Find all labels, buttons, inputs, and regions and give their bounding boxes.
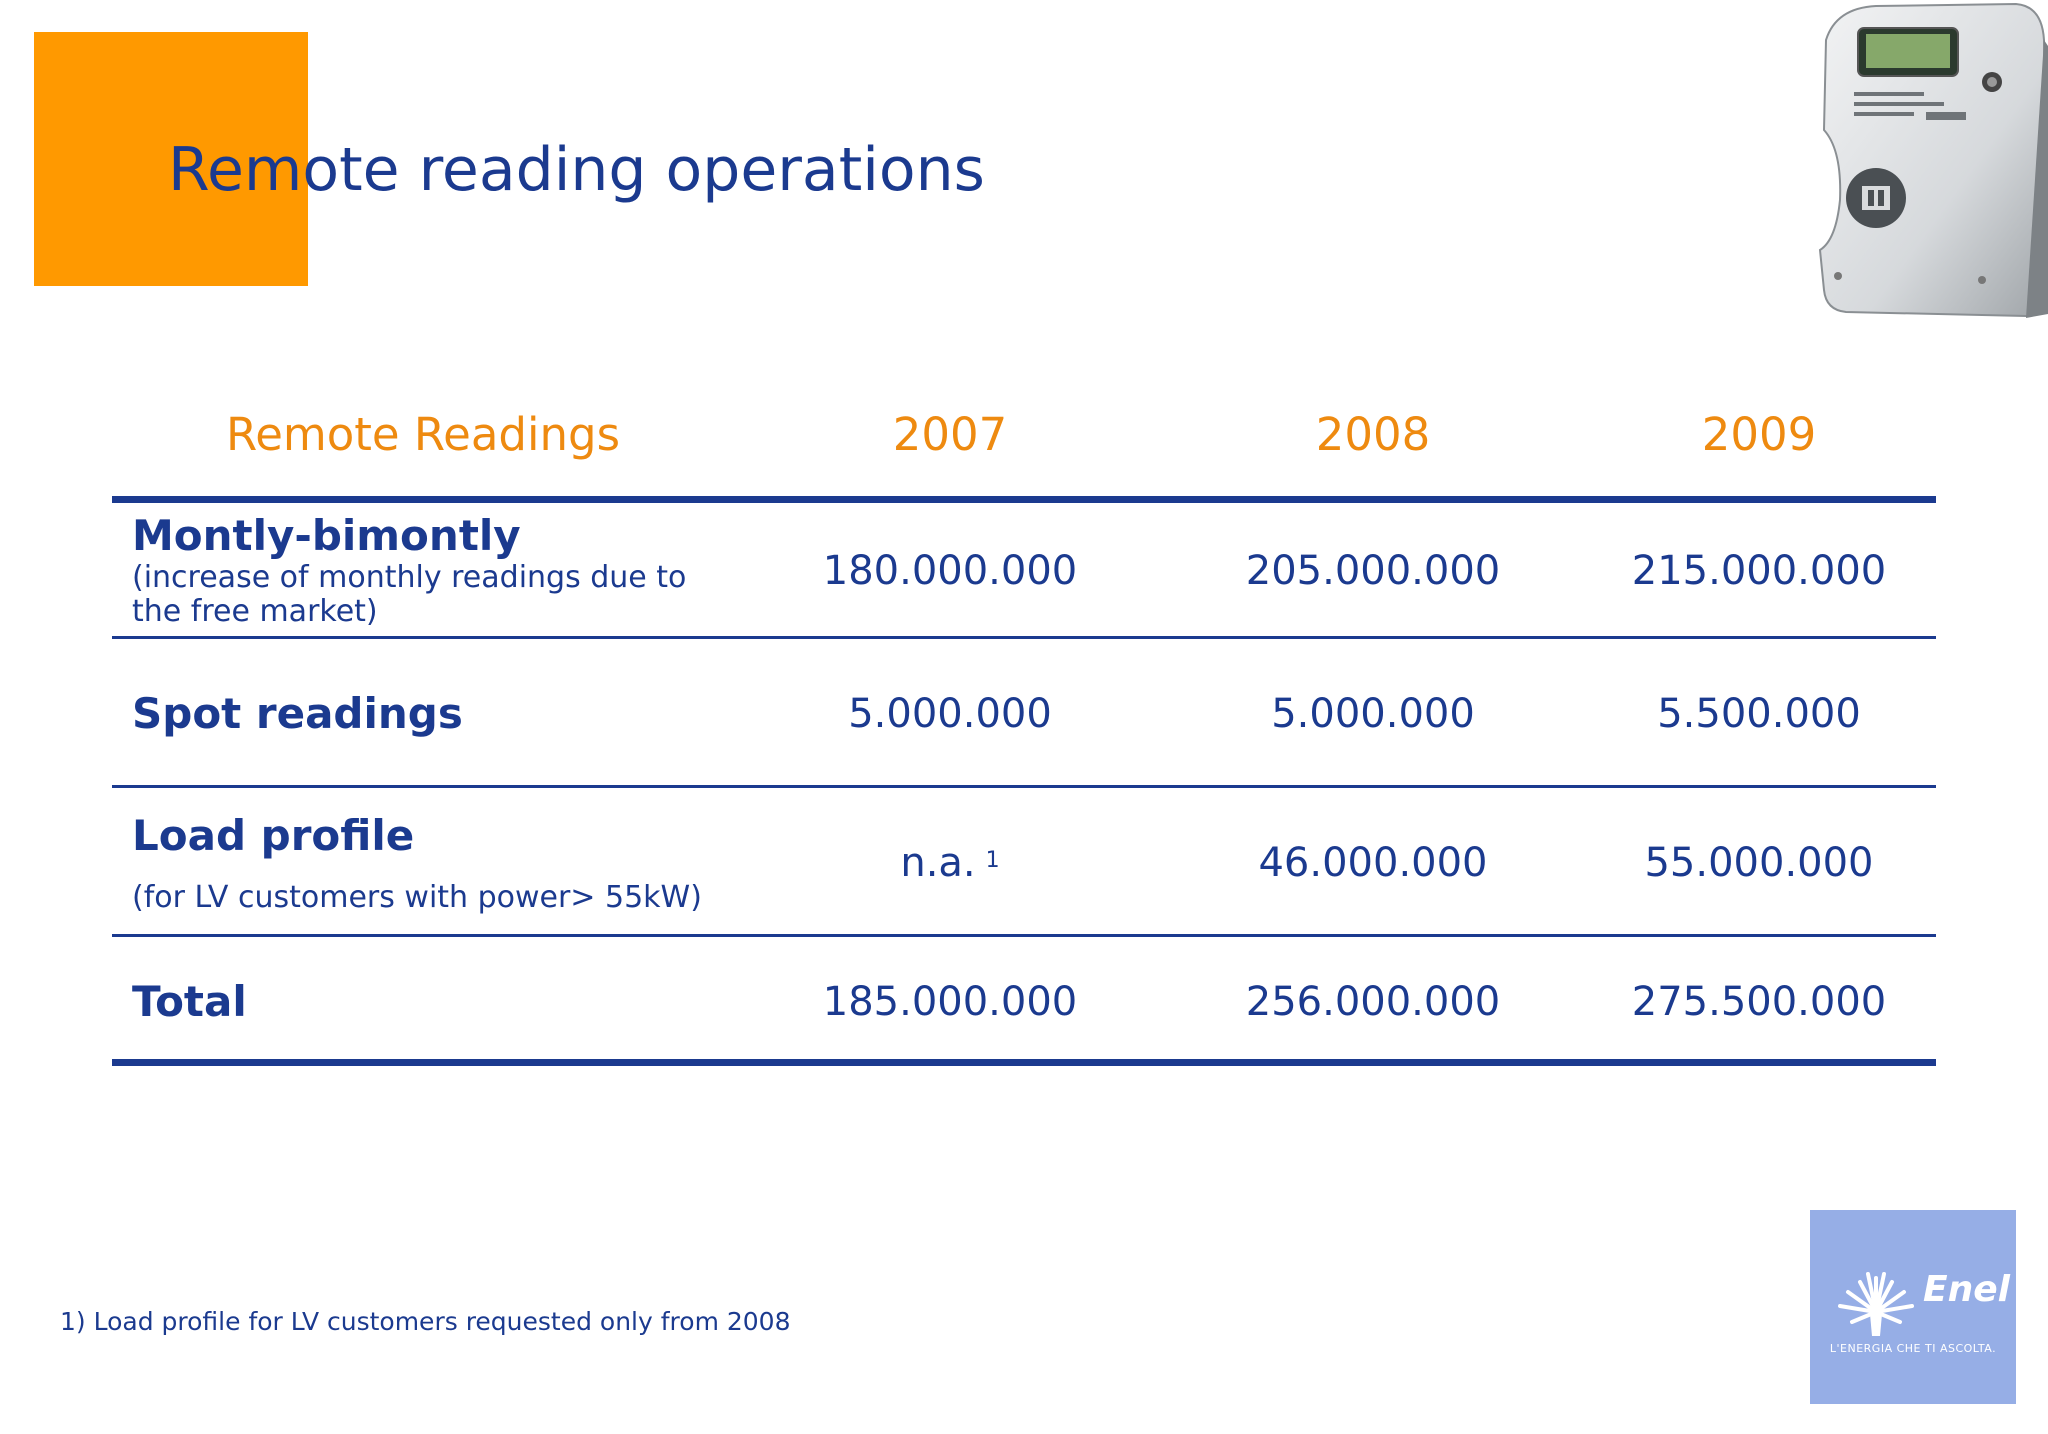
orange-accent-square: [34, 32, 308, 286]
cell-total-2007: 185.000.000: [822, 979, 1078, 1025]
row-title: Load profile: [132, 811, 415, 860]
enel-logo: Enel L'ENERGIA CHE TI ASCOLTA.: [1810, 1210, 2016, 1404]
row-divider: [112, 636, 1936, 639]
column-header-label: Remote Readings: [225, 408, 621, 461]
table-header: Remote Readings 2007 2008 2009: [112, 400, 1936, 470]
logo-tagline: L'ENERGIA CHE TI ASCOLTA.: [1829, 1342, 1997, 1355]
cell-spot-2008: 5.000.000: [1271, 691, 1475, 737]
row-subtitle-line-1: (increase of monthly readings due to: [132, 560, 687, 595]
row-subtitle-line-2: the free market): [132, 594, 378, 629]
cell-load-profile-2009: 55.000.000: [1644, 840, 1874, 886]
row-title: Montly-bimontly: [132, 511, 521, 560]
row-label-monthly: Montly-bimontly (increase of monthly rea…: [132, 511, 686, 629]
column-header-2007: 2007: [892, 408, 1008, 461]
footnote: 1) Load profile for LV customers request…: [60, 1307, 791, 1336]
row-title: Spot readings: [132, 689, 463, 738]
row-label-load-profile: Load profile (for LV customers with powe…: [132, 811, 702, 915]
footnote-mark: 1: [985, 848, 1000, 873]
column-header-2009: 2009: [1701, 408, 1817, 461]
table-bottom-rule: [112, 1059, 1936, 1066]
row-label-spot: Spot readings: [132, 689, 463, 739]
table-top-rule: [112, 496, 1936, 503]
page-title: Remote reading operations: [168, 135, 985, 205]
column-header-2008: 2008: [1315, 408, 1431, 461]
cell-monthly-2008: 205.000.000: [1245, 548, 1501, 594]
cell-spot-2007: 5.000.000: [848, 691, 1052, 737]
cell-spot-2009: 5.500.000: [1657, 691, 1861, 737]
cell-load-profile-2007: n.a. 1: [900, 838, 999, 888]
enel-flower-logo-icon: [1838, 1272, 1914, 1336]
row-divider: [112, 934, 1936, 937]
row-divider: [112, 785, 1936, 788]
cell-monthly-2009: 215.000.000: [1631, 548, 1887, 594]
cell-total-2009: 275.500.000: [1631, 979, 1887, 1025]
cell-value: n.a.: [900, 840, 976, 886]
electric-meter-icon: [1818, 2, 2048, 318]
row-label-total: Total: [132, 977, 247, 1027]
cell-total-2008: 256.000.000: [1245, 979, 1501, 1025]
cell-load-profile-2008: 46.000.000: [1258, 840, 1488, 886]
cell-monthly-2007: 180.000.000: [822, 548, 1078, 594]
row-subtitle-line-1: (for LV customers with power> 55kW): [132, 880, 702, 915]
row-title: Total: [132, 977, 247, 1026]
logo-wordmark: Enel: [1923, 1269, 2010, 1310]
